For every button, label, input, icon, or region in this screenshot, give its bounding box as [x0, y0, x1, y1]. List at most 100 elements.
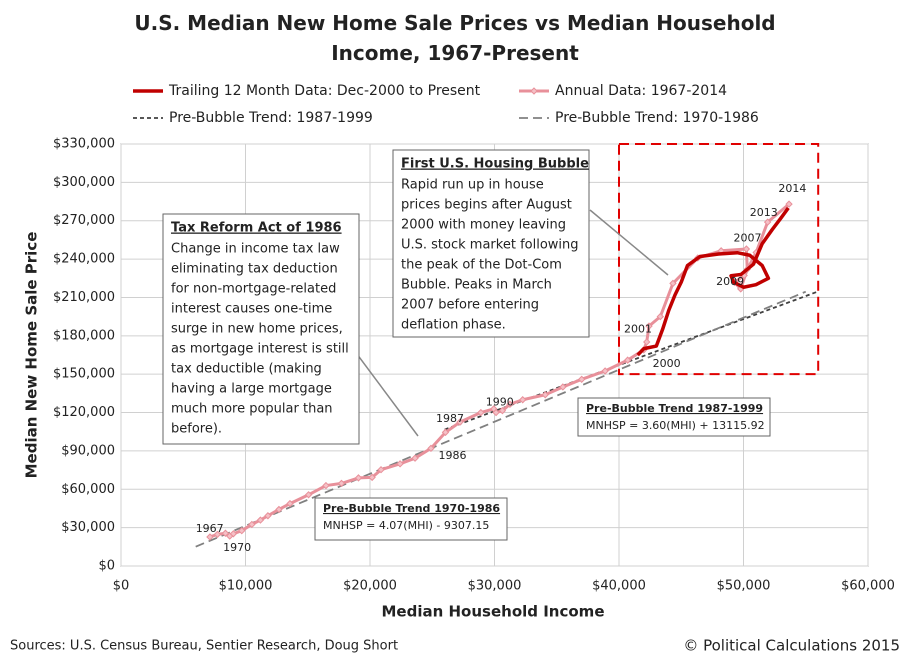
y-tick-label: $150,000 — [53, 367, 115, 382]
point — [322, 481, 330, 490]
point — [411, 454, 419, 462]
point — [206, 533, 214, 541]
point — [498, 406, 507, 415]
point — [337, 479, 346, 488]
trend-box — [577, 397, 771, 437]
point — [643, 338, 651, 346]
note-line: deflation phase. — [401, 318, 506, 333]
year-label: 2013 — [750, 206, 778, 219]
point — [275, 505, 283, 514]
point — [669, 279, 677, 288]
chart-title: U.S. Median New Home Sale Prices vs Medi… — [134, 11, 776, 65]
point — [578, 375, 586, 384]
x-tick-label: $30,000 — [468, 579, 522, 594]
series-line — [636, 206, 790, 357]
copyright: © Political Calculations 2015 — [683, 637, 900, 655]
note-line: U.S. stock market following — [401, 238, 579, 253]
y-tick-label: $270,000 — [53, 213, 115, 228]
point — [623, 356, 632, 364]
point — [368, 473, 376, 482]
note-title: Tax Reform Act of 1986 — [171, 221, 342, 236]
point — [396, 460, 404, 468]
point — [264, 512, 272, 520]
note-line: having a large mortgage — [171, 382, 332, 397]
marks — [195, 143, 820, 548]
point — [248, 520, 256, 529]
note-line: prices begins after August — [401, 198, 572, 213]
year-label: 1987 — [436, 412, 464, 425]
sources: Sources: U.S. Census Bureau, Sentier Res… — [10, 639, 398, 654]
year-label: 1986 — [438, 449, 466, 462]
y-tick-label: $180,000 — [53, 328, 115, 343]
note-line: much more popular than — [171, 402, 333, 417]
y-tick-label: $90,000 — [61, 443, 115, 458]
legend-marker — [530, 87, 538, 95]
note-line: the peak of the Dot-Com — [401, 258, 562, 273]
y-tick-label: $300,000 — [53, 175, 115, 190]
note-line: eliminating tax deduction — [171, 262, 338, 277]
point — [645, 322, 653, 330]
trend-box — [314, 497, 508, 541]
note-line: for non-mortgage-related — [171, 282, 336, 297]
y-tick-label: $240,000 — [53, 252, 115, 267]
x-tick-label: $0 — [113, 579, 130, 594]
year-label: 1970 — [223, 541, 251, 554]
trend-title: Pre-Bubble Trend 1970-1986 — [323, 502, 500, 515]
x-tick-label: $60,000 — [841, 579, 895, 594]
y-tick-label: $330,000 — [53, 137, 115, 152]
year-label: 2009 — [716, 275, 744, 288]
note-line: as mortgage interest is still — [171, 342, 349, 357]
trend-equation: MNHSP = 3.60(MHI) + 13115.92 — [586, 419, 765, 432]
note-line: 2000 with money leaving — [401, 218, 566, 233]
point — [541, 391, 549, 399]
y-tick-label: $0 — [98, 559, 115, 574]
note-title: First U.S. Housing Bubble — [401, 157, 589, 172]
legend-label: Pre-Bubble Trend: 1987-1999 — [169, 110, 373, 126]
note-line: interest causes one-time — [171, 302, 332, 317]
point — [518, 396, 527, 404]
point — [354, 474, 363, 482]
point — [506, 400, 514, 408]
note-line: Change in income tax law — [171, 242, 340, 257]
note-line: Rapid run up in house — [401, 178, 544, 193]
point — [785, 200, 793, 208]
x-tick-label: $40,000 — [592, 579, 646, 594]
point — [559, 383, 567, 391]
y-axis-label: Median New Home Sale Price — [23, 232, 41, 479]
point — [213, 530, 222, 539]
y-tick-label: $30,000 — [61, 520, 115, 535]
note-line: surge in new home prices, — [171, 322, 343, 337]
x-axis-label: Median Household Income — [382, 603, 605, 621]
point — [441, 428, 450, 437]
point — [304, 491, 313, 499]
point — [601, 367, 609, 375]
year-label: 2014 — [778, 182, 806, 195]
x-tick-label: $20,000 — [343, 579, 397, 594]
year-label: 1967 — [196, 522, 224, 535]
year-label: 2001 — [624, 322, 652, 335]
point — [286, 499, 294, 508]
x-tick-label: $50,000 — [717, 579, 771, 594]
note-line: 2007 before entering — [401, 298, 539, 313]
point — [221, 529, 230, 537]
legend-label: Annual Data: 1967-2014 — [555, 83, 727, 99]
trend-equation: MNHSP = 4.07(MHI) - 9307.15 — [323, 519, 489, 532]
point — [763, 218, 772, 226]
point — [427, 444, 435, 453]
note-line: tax deductible (making — [171, 362, 322, 377]
note-box — [162, 213, 360, 445]
year-label: 1990 — [486, 395, 514, 408]
point — [238, 526, 246, 535]
series-line — [195, 290, 807, 548]
y-tick-label: $120,000 — [53, 405, 115, 420]
year-label: 2007 — [734, 232, 762, 245]
note-line: before). — [171, 422, 222, 437]
point — [492, 408, 500, 417]
note-line: Bubble. Peaks in March — [401, 278, 552, 293]
x-tick-label: $10,000 — [219, 579, 273, 594]
highlight-box — [618, 143, 820, 376]
point — [477, 408, 485, 417]
trend-title: Pre-Bubble Trend 1987-1999 — [586, 402, 763, 415]
